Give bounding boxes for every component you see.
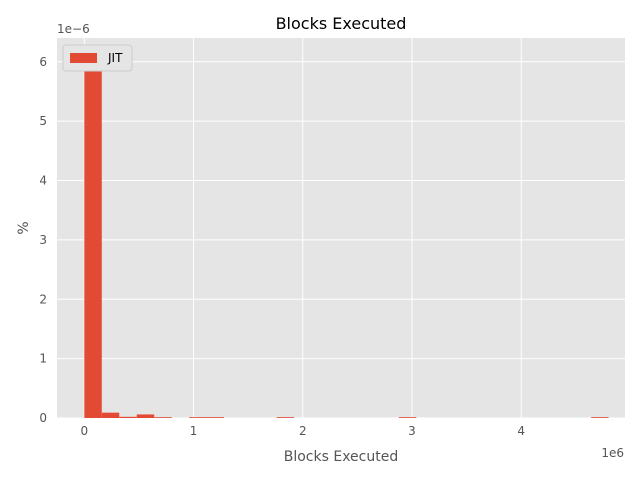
- y-tick-label: 1: [39, 352, 47, 366]
- y-axis-offset-text: 1e−6: [57, 22, 90, 36]
- x-tick-label: 4: [517, 424, 525, 438]
- histogram-bar: [189, 417, 207, 418]
- x-axis-offset-text: 1e6: [601, 446, 624, 460]
- histogram-bar: [276, 417, 295, 418]
- x-tick-label: 1: [190, 424, 198, 438]
- y-tick-labels: 0 1 2 3 4 5 6: [39, 55, 47, 425]
- x-tick-labels: 0 1 2 3 4: [80, 424, 525, 438]
- plot-background: [57, 38, 625, 418]
- histogram-bar: [84, 51, 102, 418]
- histogram-bar: [119, 416, 137, 418]
- y-tick-label: 0: [39, 411, 47, 425]
- y-axis-label: %: [16, 221, 32, 234]
- y-tick-label: 5: [39, 114, 47, 128]
- chart-title: Blocks Executed: [276, 14, 407, 33]
- histogram-bar: [398, 417, 417, 418]
- y-tick-label: 2: [39, 292, 47, 306]
- y-tick-label: 4: [39, 174, 47, 188]
- x-tick-label: 3: [408, 424, 416, 438]
- histogram-bar: [591, 417, 609, 418]
- histogram-bar: [206, 417, 225, 418]
- x-axis-label: Blocks Executed: [284, 449, 398, 465]
- bars-group: [84, 51, 609, 418]
- x-tick-label: 2: [299, 424, 307, 438]
- legend-label-jit: JIT: [107, 51, 123, 65]
- y-tick-label: 3: [39, 233, 47, 247]
- histogram-bar: [136, 414, 155, 418]
- legend-swatch-jit: [70, 53, 97, 63]
- y-tick-label: 6: [39, 55, 47, 69]
- x-tick-label: 0: [80, 424, 88, 438]
- histogram-bar: [101, 412, 120, 418]
- legend-box: [62, 44, 133, 72]
- histogram-bar: [154, 417, 172, 418]
- legend: JIT: [62, 44, 133, 72]
